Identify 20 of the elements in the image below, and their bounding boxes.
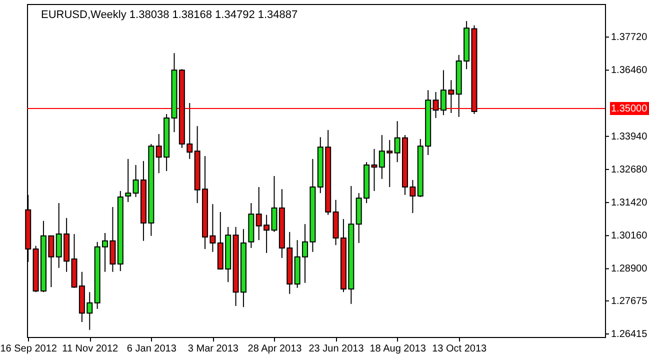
y-tick-label: 1.36460 (611, 65, 648, 76)
y-tick-label: 1.26415 (611, 328, 648, 340)
y-tick-label: 1.30160 (611, 230, 648, 242)
y-tick-label: 1.32680 (611, 164, 648, 176)
x-tick-label: 28 Apr 2013 (248, 344, 302, 354)
x-tick-label: 23 Jun 2013 (308, 344, 364, 354)
x-tick-label: 13 Oct 2013 (432, 344, 488, 354)
x-tick-label: 3 Mar 2013 (188, 344, 239, 354)
y-tick-label: 1.27675 (611, 296, 648, 307)
x-tick-label: 16 Sep 2012 (0, 344, 58, 354)
y-tick-label: 1.33940 (611, 131, 648, 142)
x-tick-label: 6 Jan 2013 (126, 344, 177, 354)
ref-line-label: 1.35000 (611, 104, 648, 115)
chart-title: EURUSD,Weekly 1.38038 1.38168 1.34792 1.34887 (41, 9, 298, 21)
candlestick (125, 158, 132, 203)
x-tick-label: 18 Aug 2013 (370, 344, 426, 354)
y-tick-label: 1.37720 (611, 32, 648, 44)
y-tick-label: 1.28900 (611, 264, 648, 275)
x-tick-label: 11 Nov 2012 (62, 344, 119, 354)
y-tick-label: 1.31420 (611, 198, 648, 209)
